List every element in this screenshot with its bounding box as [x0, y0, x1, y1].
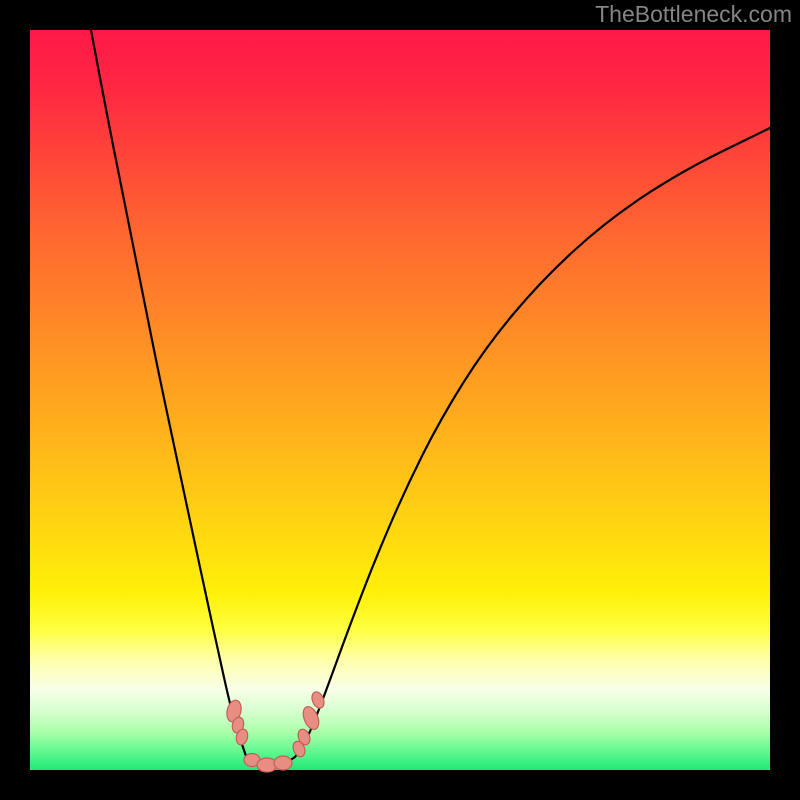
- curve-marker: [274, 756, 292, 770]
- chart-canvas: [0, 0, 800, 800]
- watermark-text: TheBottleneck.com: [595, 1, 792, 28]
- plot-background: [30, 30, 770, 770]
